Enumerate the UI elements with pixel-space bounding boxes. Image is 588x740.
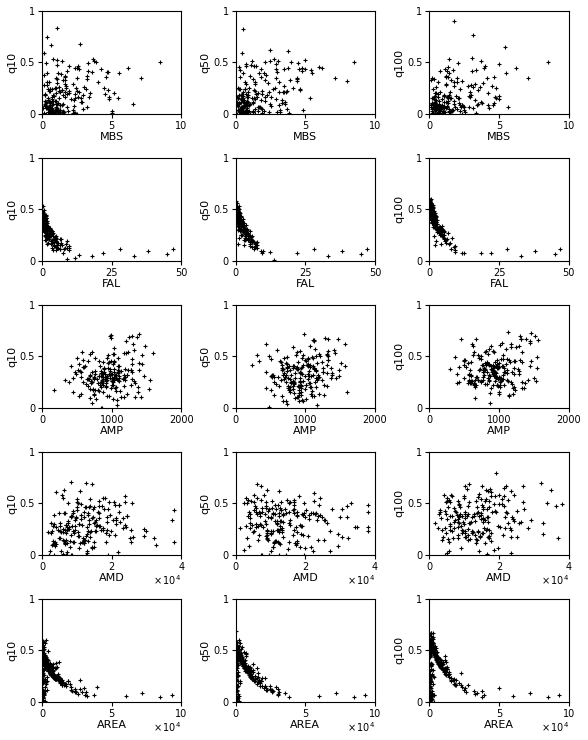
X-axis label: AMD: AMD	[486, 573, 512, 583]
X-axis label: AMP: AMP	[100, 426, 123, 436]
X-axis label: MBS: MBS	[293, 132, 318, 142]
Text: $\times\,10^4$: $\times\,10^4$	[347, 720, 375, 734]
X-axis label: AREA: AREA	[290, 720, 320, 730]
Y-axis label: q50: q50	[201, 52, 211, 73]
Y-axis label: q50: q50	[201, 346, 211, 367]
Text: $\times\,10^4$: $\times\,10^4$	[153, 720, 181, 734]
X-axis label: AREA: AREA	[484, 720, 514, 730]
X-axis label: AMD: AMD	[99, 573, 125, 583]
Y-axis label: q10: q10	[7, 52, 17, 73]
Text: $\times\,10^4$: $\times\,10^4$	[540, 720, 569, 734]
Y-axis label: q10: q10	[7, 493, 17, 514]
X-axis label: MBS: MBS	[99, 132, 123, 142]
Text: $\times\,10^4$: $\times\,10^4$	[347, 574, 375, 587]
X-axis label: AREA: AREA	[96, 720, 126, 730]
X-axis label: FAL: FAL	[296, 279, 315, 289]
Y-axis label: q50: q50	[201, 493, 211, 514]
Y-axis label: q50: q50	[201, 639, 211, 661]
Y-axis label: q10: q10	[7, 199, 17, 220]
X-axis label: AMP: AMP	[293, 426, 318, 436]
Y-axis label: q100: q100	[395, 342, 405, 370]
X-axis label: FAL: FAL	[102, 279, 121, 289]
Y-axis label: q100: q100	[395, 195, 405, 223]
Text: $\times\,10^4$: $\times\,10^4$	[540, 574, 569, 587]
X-axis label: AMP: AMP	[487, 426, 511, 436]
X-axis label: MBS: MBS	[487, 132, 511, 142]
Y-axis label: q100: q100	[395, 48, 405, 76]
X-axis label: FAL: FAL	[489, 279, 509, 289]
Text: $\times\,10^4$: $\times\,10^4$	[153, 574, 181, 587]
Y-axis label: q10: q10	[7, 346, 17, 367]
X-axis label: AMD: AMD	[292, 573, 318, 583]
Y-axis label: q50: q50	[201, 199, 211, 220]
Y-axis label: q100: q100	[395, 489, 405, 517]
Y-axis label: q100: q100	[395, 636, 405, 664]
Y-axis label: q10: q10	[7, 639, 17, 661]
